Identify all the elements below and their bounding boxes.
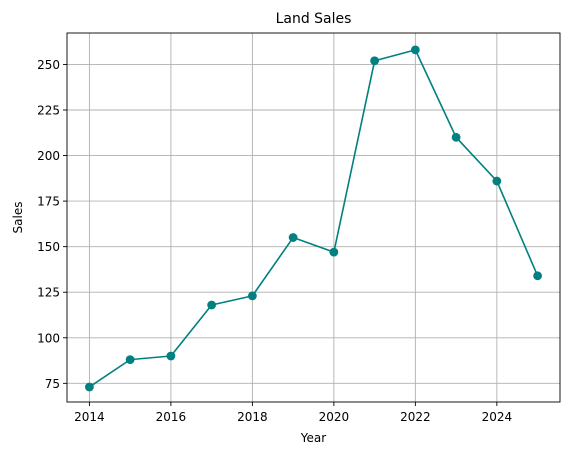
data-point	[329, 247, 339, 257]
data-point	[247, 291, 257, 301]
plot-area-frame	[66, 32, 561, 403]
data-point	[451, 132, 461, 142]
y-axis-label: Sales	[11, 202, 25, 234]
y-tick-label: 200	[37, 149, 60, 163]
data-point	[166, 351, 176, 361]
y-tick-label: 250	[37, 58, 60, 72]
grid-layer	[67, 33, 560, 402]
tick-layer: 2014 2016 2018 2020 2022 2024 75 100 125 150 175 20…	[37, 58, 512, 424]
x-tick-label: 2022	[400, 410, 431, 424]
y-tick-label: 150	[37, 240, 60, 254]
chart-title: Land Sales	[276, 11, 352, 27]
y-tick-label: 125	[37, 286, 60, 300]
data-point	[492, 176, 502, 186]
data-point	[370, 56, 380, 66]
data-point	[125, 355, 135, 365]
data-point	[288, 233, 298, 242]
x-tick-label: 2016	[156, 410, 187, 424]
x-tick-label: 2024	[482, 410, 513, 424]
series-layer	[85, 45, 542, 392]
y-tick-label: 175	[37, 195, 60, 209]
x-axis-label: Year	[300, 431, 326, 445]
data-point	[207, 300, 217, 310]
y-tick-label: 75	[45, 377, 60, 391]
y-tick-label: 225	[37, 103, 60, 117]
data-point	[85, 382, 94, 392]
x-tick-label: 2020	[319, 410, 350, 424]
x-tick-label: 2014	[74, 410, 105, 424]
series-line	[88, 49, 539, 388]
data-point	[410, 45, 420, 55]
x-tick-label: 2018	[237, 410, 268, 424]
data-point	[533, 271, 542, 281]
y-tick-label: 100	[37, 331, 60, 345]
